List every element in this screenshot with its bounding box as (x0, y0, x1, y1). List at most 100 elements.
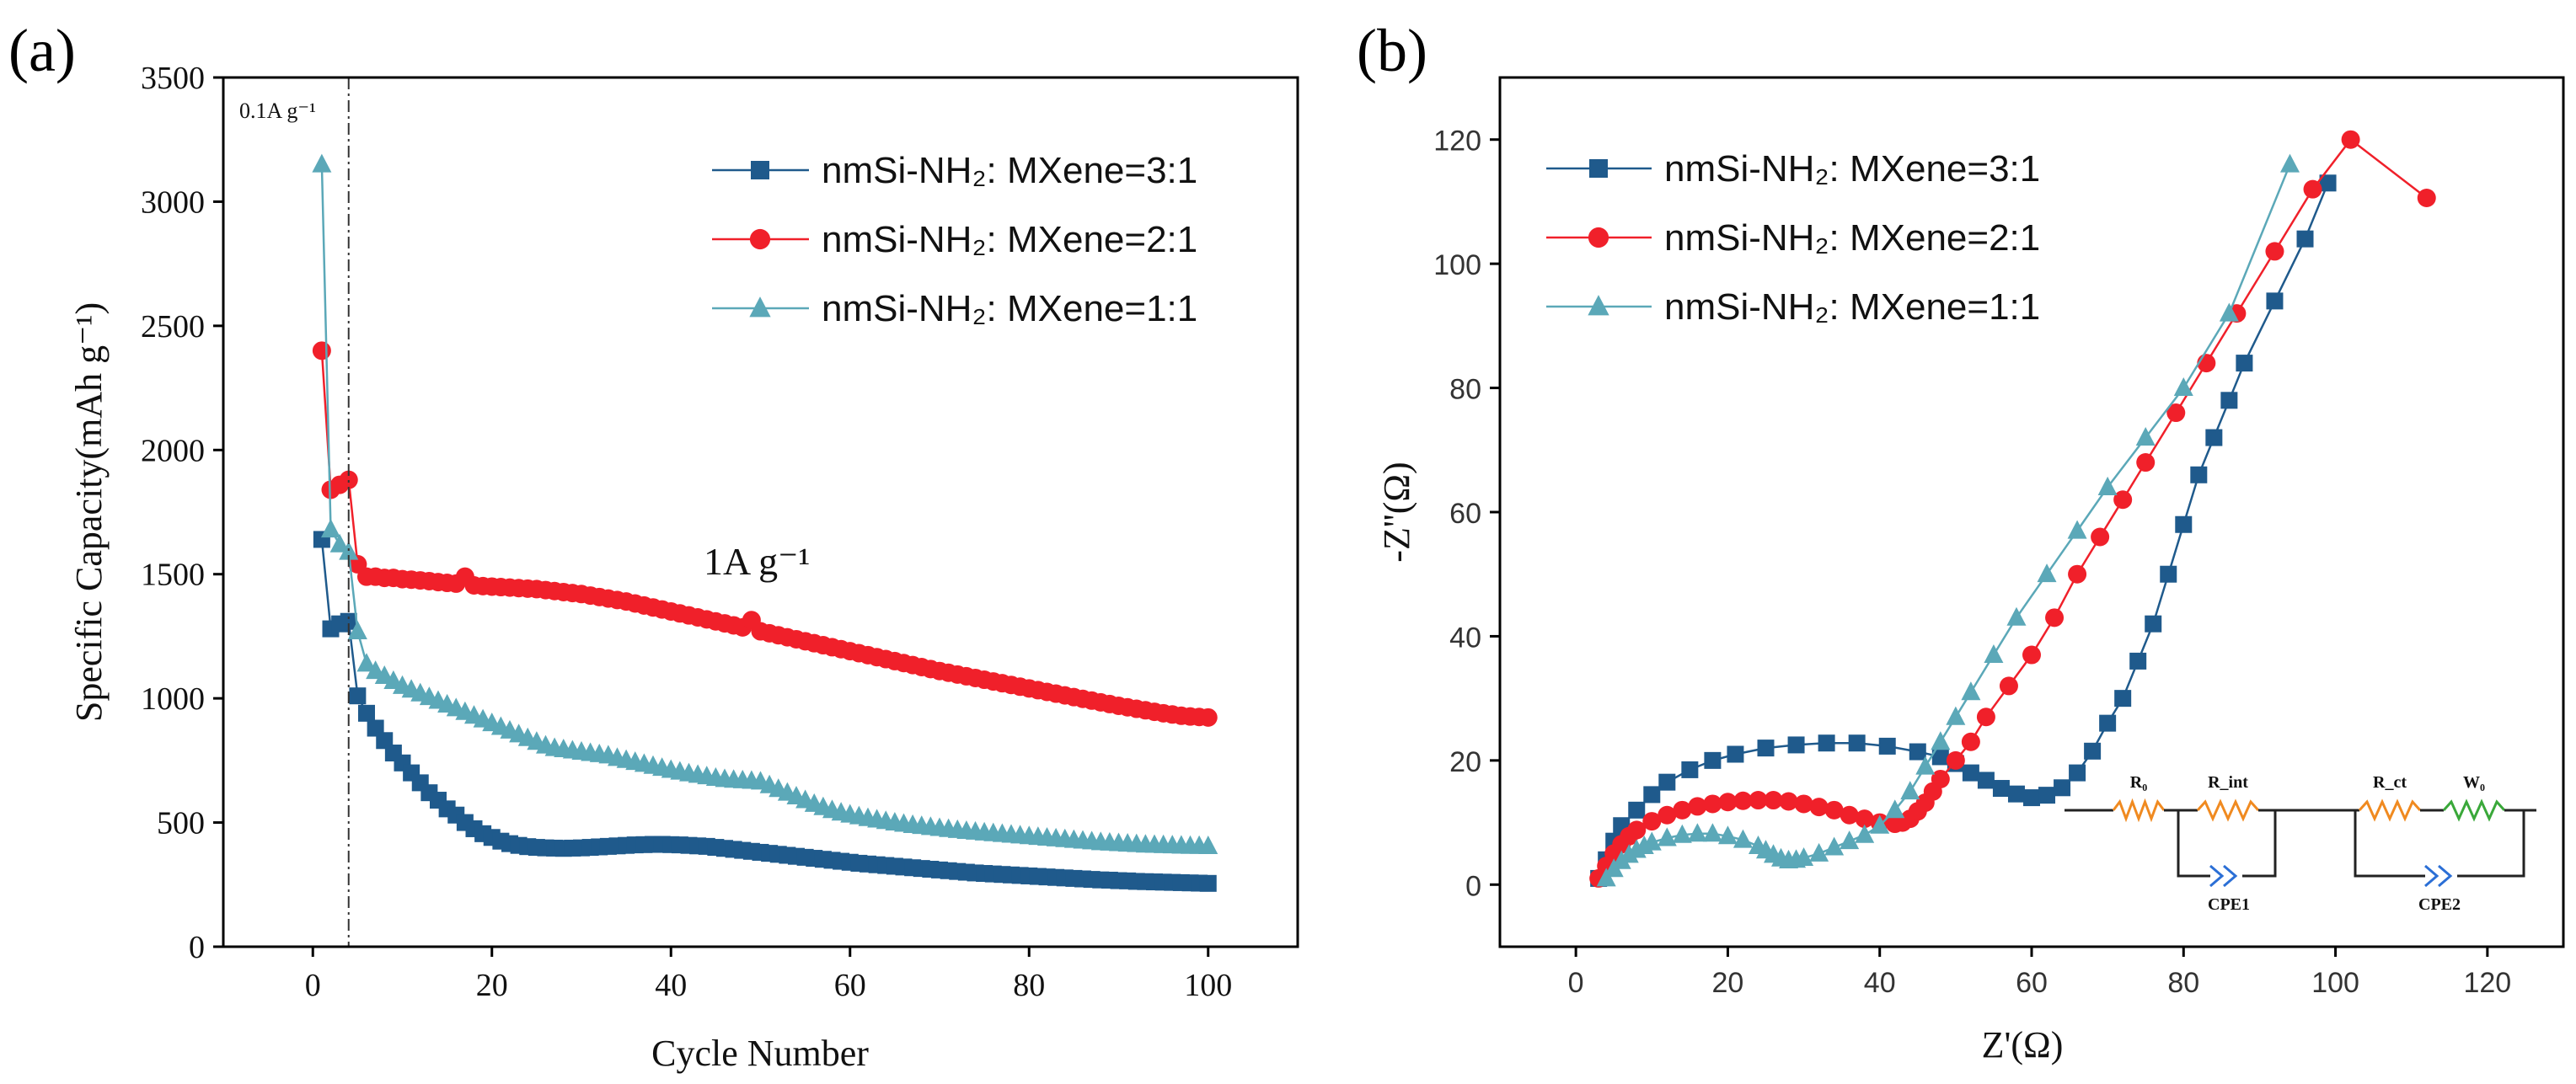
y-tick-label: 2000 (141, 433, 205, 468)
data-point (2069, 764, 2086, 782)
data-point (2417, 189, 2436, 208)
chart-b-legend: nmSi-NH₂: MXene=3:1 nmSi-NH₂: MXene=2:1 nm… (1546, 148, 2040, 328)
x-tick-label: 20 (1712, 967, 1744, 999)
legend-label: nmSi-NH₂: MXene=1:1 (1664, 286, 2040, 328)
data-point (2037, 563, 2057, 583)
chart-b-marks (1589, 130, 2436, 888)
data-point (1687, 823, 1707, 842)
data-point (1931, 731, 1951, 750)
series-line (1605, 163, 2291, 879)
data-point (2022, 645, 2041, 665)
chart-a: 0 20 40 60 80 1000500100015002000250030003500… (68, 61, 1299, 1074)
equivalent-circuit: R₀ R_int R_ct W₀ CPE1 CPE2 (2065, 773, 2536, 914)
y-tick-label: 2500 (141, 309, 205, 344)
data-point (2136, 453, 2156, 473)
series-circle (1589, 130, 2436, 888)
data-point (1855, 824, 1875, 843)
data-point (1673, 800, 1692, 820)
x-tick-label: 100 (1184, 968, 1232, 1003)
y-tick-label: 60 (1449, 498, 1481, 530)
data-point (2296, 230, 2314, 248)
data-point (2190, 466, 2208, 483)
label-r0: R₀ (2130, 773, 2147, 792)
data-point (1962, 764, 1979, 782)
panel-a-label: (a) (8, 17, 76, 84)
data-point (2219, 302, 2239, 322)
data-point (1642, 812, 1662, 831)
data-point (339, 470, 358, 489)
data-point (1757, 740, 1775, 757)
data-point (1824, 836, 1845, 856)
data-point (2266, 292, 2284, 310)
data-point (1703, 794, 1722, 814)
label-rint: R_int (2208, 773, 2248, 792)
chart-b: 0 20 40 60 80 100 120 0 20 40 60 80 100 120 Z'(Ω) -Z'… (1376, 76, 2565, 1065)
data-point (1688, 797, 1707, 816)
cpe1-symbol (2209, 864, 2238, 888)
legend-marker (751, 161, 769, 179)
data-point (1946, 706, 1966, 725)
data-point (1992, 780, 2010, 798)
panel-b-label: (b) (1357, 17, 1427, 84)
data-point (2341, 130, 2360, 149)
data-point (1840, 830, 1860, 850)
data-point (1733, 829, 1753, 848)
chart-b-y-axis-title: -Z''(Ω) (1376, 462, 1417, 562)
data-point (1628, 801, 1646, 819)
data-point (2160, 565, 2177, 583)
y-tick-label: 0 (1465, 870, 1481, 902)
data-point (1809, 798, 1829, 817)
data-point (1984, 643, 2004, 663)
data-point (1596, 868, 1616, 887)
y-tick-label: 1500 (141, 558, 205, 593)
data-point (340, 612, 357, 630)
label-w0: W₀ (2463, 773, 2485, 792)
data-point (2175, 515, 2193, 533)
data-point (1794, 794, 1813, 814)
legend-label: nmSi-NH₂: MXene=3:1 (822, 150, 1197, 191)
chart-a-annotation-high-rate: 1A g⁻¹ (704, 540, 810, 583)
data-point (2265, 242, 2284, 261)
label-cpe2: CPE2 (2418, 895, 2461, 914)
chart-a-x-axis-title: Cycle Number (651, 1033, 869, 1074)
label-rct: R_ct (2373, 773, 2407, 792)
data-point (2279, 153, 2300, 173)
data-point (1999, 676, 2018, 696)
data-point (2319, 174, 2337, 192)
data-point (1946, 750, 1965, 770)
data-point (1977, 772, 1995, 789)
y-tick-label: 80 (1449, 374, 1481, 406)
data-point (2145, 615, 2162, 633)
data-point (1931, 748, 1949, 766)
data-point (1840, 805, 1859, 825)
data-point (1794, 846, 1814, 867)
x-tick-label: 0 (1568, 967, 1584, 999)
legend-label: nmSi-NH₂: MXene=2:1 (822, 219, 1197, 260)
data-point (2068, 564, 2087, 584)
y-tick-label: 500 (157, 806, 205, 841)
y-tick-label: 0 (189, 930, 205, 965)
data-point (1619, 844, 1639, 863)
data-point (1809, 842, 1829, 862)
data-point (2205, 429, 2223, 446)
data-point (1779, 792, 1798, 811)
y-tick-label: 40 (1449, 622, 1481, 654)
y-tick-label: 3500 (141, 61, 205, 96)
chart-a-annotation-low-rate: 0.1A g⁻¹ (239, 99, 316, 123)
data-point (1818, 734, 1835, 752)
data-point (1704, 751, 1722, 769)
data-point (1764, 791, 1783, 810)
data-point (2045, 608, 2065, 627)
data-point (1733, 791, 1753, 810)
x-tick-label: 80 (2167, 967, 2199, 999)
legend-marker (1588, 227, 1609, 248)
x-tick-label: 0 (305, 968, 321, 1003)
data-point (1931, 769, 1950, 788)
data-point (1658, 805, 1677, 825)
data-point (1198, 835, 1218, 855)
series-circle (312, 341, 1218, 727)
data-point (2097, 476, 2118, 495)
x-tick-label: 80 (1013, 968, 1045, 1003)
data-point (1961, 681, 1981, 701)
